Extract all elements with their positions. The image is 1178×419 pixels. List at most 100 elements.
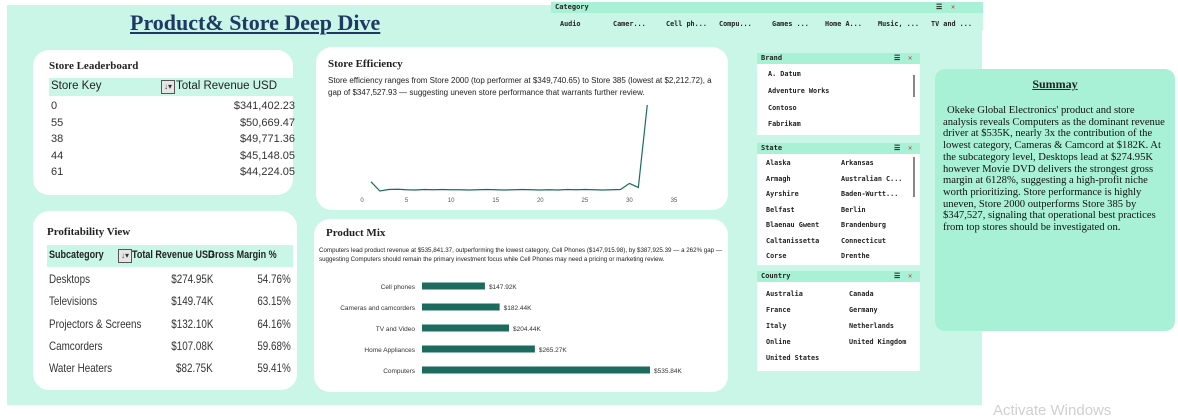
table-row[interactable]: 0 $341,402.23	[49, 100, 295, 116]
category-item[interactable]: Home A...	[825, 20, 862, 28]
country-item[interactable]: France	[766, 306, 791, 314]
store-key: 38	[51, 133, 64, 145]
store-revenue: $49,771.36	[239, 133, 295, 145]
state-item[interactable]: Corse	[766, 252, 787, 260]
country-item[interactable]: Italy	[766, 322, 787, 330]
store-efficiency-card: Store Efficiency Store efficiency ranges…	[316, 47, 728, 210]
country-item[interactable]: United States	[766, 354, 820, 362]
table-row[interactable]: Camcorders $107.08K 59.68%	[47, 337, 293, 357]
clear-filter-icon[interactable]: ✕	[951, 3, 956, 11]
state-item[interactable]: Armagh	[766, 174, 791, 183]
profitability-card: Profitability View Subcategory ↓▾ Total …	[33, 211, 297, 390]
table-row[interactable]: Projectors & Screens $132.10K 64.16%	[47, 315, 293, 335]
gross-margin: 63.15%	[257, 294, 291, 308]
activation-watermark: Activate Windows	[993, 402, 1112, 419]
category-slicer-title: Category	[555, 3, 589, 11]
store-key: 0	[51, 100, 58, 112]
x-tick-label: 0	[360, 198, 364, 204]
state-item[interactable]: Australian C...	[841, 174, 903, 183]
store-revenue: $341,402.23	[233, 100, 295, 112]
category-item[interactable]: Music, ...	[878, 20, 919, 28]
sort-icon[interactable]: ↓▾	[161, 80, 175, 94]
category-item[interactable]: Camer...	[613, 20, 646, 28]
country-item[interactable]: Germany	[849, 306, 878, 314]
category-label: Cameras and camcorders	[340, 305, 416, 312]
bar-value-label: $535.84K	[654, 368, 682, 375]
table-row[interactable]: 44 $45,148.05	[49, 150, 295, 166]
table-row[interactable]: Televisions $149.74K 63.15%	[47, 292, 293, 312]
subcategory: Projectors & Screens	[49, 317, 142, 331]
brand-item[interactable]: A. Datum	[768, 70, 801, 78]
bar[interactable]	[422, 324, 509, 332]
subcategory: Desktops	[49, 272, 91, 286]
brand-item[interactable]: Contoso	[768, 104, 797, 112]
category-slicer[interactable]: Category ☰ ✕ Audio Camer... Cell ph... Comp…	[551, 2, 983, 30]
category-item[interactable]: Compu...	[719, 20, 752, 28]
bar[interactable]	[422, 345, 535, 353]
country-item[interactable]: Australia	[766, 290, 803, 298]
table-row[interactable]: 38 $49,771.36	[49, 133, 295, 149]
profitability-title: Profitability View	[47, 226, 131, 238]
sort-icon[interactable]: ↓▾	[118, 249, 132, 263]
category-item[interactable]: TV and ...	[931, 20, 972, 28]
state-item[interactable]: Baden-Wurtt...	[841, 190, 899, 198]
gross-margin: 64.16%	[257, 317, 291, 331]
state-item[interactable]: Ayrshire	[766, 190, 799, 198]
multi-select-icon[interactable]: ☰	[894, 54, 901, 62]
profitability-header: Subcategory ↓▾ Total Revenue USD Gross M…	[47, 245, 293, 267]
country-item[interactable]: Netherlands	[849, 322, 895, 330]
col-total-revenue[interactable]: Total Revenue USD	[176, 80, 277, 92]
store-revenue: $44,224.05	[239, 166, 295, 178]
brand-item[interactable]: Adventure Works	[768, 87, 830, 95]
clear-filter-icon[interactable]: ✕	[908, 54, 913, 62]
x-tick-label: 10	[448, 198, 455, 204]
state-item[interactable]: Connecticut	[841, 236, 887, 245]
country-slicer[interactable]: Country ☰ ✕ Australia Canada France Germany…	[757, 271, 920, 371]
state-item[interactable]: Berlin	[841, 205, 866, 214]
state-slicer[interactable]: State ☰ ✕ Alaska Arkansas Armagh Australian…	[757, 143, 920, 265]
country-item[interactable]: Online	[766, 338, 791, 346]
brand-slicer[interactable]: Brand ☰ ✕ A. Datum Adventure Works Conto…	[757, 53, 920, 135]
col-subcategory[interactable]: Subcategory	[49, 249, 104, 261]
state-item[interactable]: Arkansas	[841, 159, 874, 167]
table-row[interactable]: 55 $50,669.47	[49, 117, 295, 133]
category-item[interactable]: Audio	[560, 20, 581, 28]
efficiency-line	[370, 104, 648, 192]
clear-filter-icon[interactable]: ✕	[908, 144, 913, 152]
brand-scrollbar[interactable]	[913, 75, 915, 97]
state-item[interactable]: Belfast	[766, 205, 795, 214]
multi-select-icon[interactable]: ☰	[936, 3, 943, 11]
table-row[interactable]: Water Heaters $82.75K 59.41%	[47, 359, 293, 379]
revenue: $149.74K	[170, 294, 213, 308]
bar[interactable]	[422, 366, 650, 374]
bar-value-label: $182.44K	[504, 305, 532, 312]
leaderboard-header: Store Key ↓▾ Total Revenue USD	[49, 78, 295, 96]
store-revenue: $50,669.47	[239, 117, 295, 129]
country-item[interactable]: United Kingdom	[849, 338, 907, 346]
table-row[interactable]: Desktops $274.95K 54.76%	[47, 270, 293, 290]
clear-filter-icon[interactable]: ✕	[908, 272, 913, 280]
state-item[interactable]: Blaenau Gwent	[766, 221, 820, 229]
country-item[interactable]: Canada	[849, 290, 874, 298]
state-item[interactable]: Alaska	[766, 159, 791, 167]
category-item[interactable]: Cell ph...	[666, 20, 707, 28]
bar[interactable]	[422, 282, 485, 290]
store-efficiency-title: Store Efficiency	[328, 58, 403, 70]
state-item[interactable]: Caltanissetta	[766, 236, 820, 245]
multi-select-icon[interactable]: ☰	[894, 272, 901, 280]
bar[interactable]	[422, 303, 500, 311]
state-item[interactable]: Drenthe	[841, 252, 870, 260]
col-gross-margin[interactable]: Gross Margin %	[208, 249, 277, 261]
brand-slicer-title: Brand	[761, 54, 783, 62]
state-scrollbar[interactable]	[913, 157, 915, 197]
multi-select-icon[interactable]: ☰	[894, 144, 901, 152]
table-row[interactable]: 61 $44,224.05	[49, 166, 295, 182]
store-key: 55	[51, 117, 64, 129]
brand-item[interactable]: Fabrikam	[768, 120, 801, 128]
col-total-revenue[interactable]: Total Revenue USD	[132, 249, 215, 261]
state-item[interactable]: Brandenburg	[841, 221, 887, 229]
summary-panel: Summay Okeke Global Electronics' product…	[935, 69, 1175, 331]
gross-margin: 59.41%	[257, 361, 291, 375]
category-item[interactable]: Games ...	[772, 20, 809, 28]
col-store-key[interactable]: Store Key	[51, 80, 102, 92]
